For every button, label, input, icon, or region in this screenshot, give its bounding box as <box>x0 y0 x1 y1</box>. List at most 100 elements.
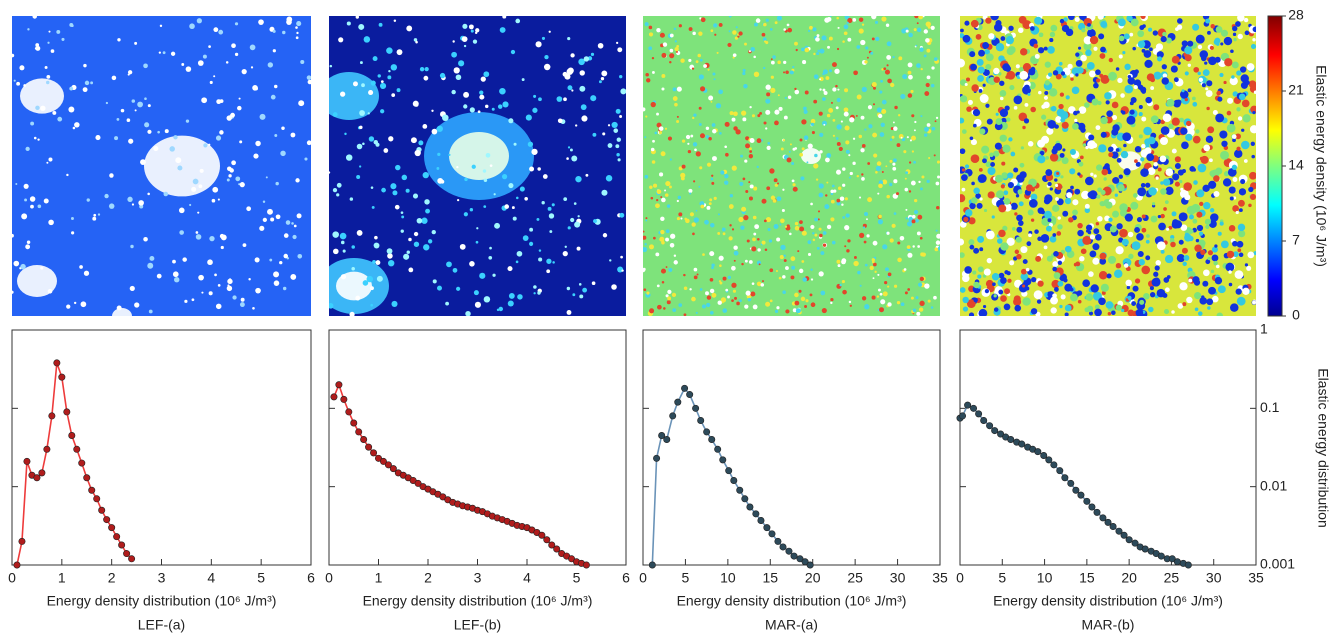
heatmap-speck <box>999 96 1004 101</box>
heatmap-speck <box>332 112 338 117</box>
heatmap-speck <box>696 273 699 276</box>
heatmap-speck <box>987 191 995 199</box>
heatmap-speck <box>837 26 840 29</box>
heatmap-speck <box>427 239 433 244</box>
data-point <box>669 412 677 420</box>
heatmap-speck <box>1162 178 1171 186</box>
heatmap-speck <box>744 259 748 263</box>
heatmap-speck <box>919 300 925 306</box>
heatmap-speck <box>1019 67 1024 72</box>
heatmap-speck <box>924 126 929 132</box>
heatmap-speck <box>684 217 688 221</box>
data-point <box>414 479 422 487</box>
heatmap-speck <box>1163 207 1167 211</box>
heatmap-speck <box>785 70 789 75</box>
heatmap-speck <box>695 311 698 314</box>
heatmap-speck <box>660 196 663 199</box>
heatmap-speck <box>1140 16 1146 19</box>
heatmap-speck <box>1033 290 1043 300</box>
heatmap-speck <box>977 174 987 183</box>
heatmap-speck <box>240 297 245 302</box>
heatmap-speck <box>842 183 846 187</box>
heatmap-speck <box>1146 234 1150 238</box>
heatmap-speck <box>620 88 626 95</box>
heatmap-speck <box>192 178 199 185</box>
y-tick-label: 1 <box>1260 321 1268 337</box>
heatmap-speck <box>525 114 532 121</box>
heatmap-speck <box>777 94 780 97</box>
heatmap-speck <box>372 259 376 264</box>
heatmap-speck <box>1012 226 1016 231</box>
heatmap-speck <box>611 284 617 290</box>
heatmap-speck <box>1237 199 1245 207</box>
heatmap-speck <box>415 40 418 44</box>
heatmap-speck <box>977 66 985 74</box>
heatmap-speck <box>479 94 485 100</box>
heatmap-speck <box>678 166 683 171</box>
heatmap-speck <box>665 180 671 187</box>
data-point <box>741 495 749 503</box>
heatmap-speck <box>687 149 692 154</box>
heatmap-speck <box>1038 90 1042 95</box>
heatmap-speck <box>1097 187 1102 193</box>
heatmap-speck <box>1016 253 1022 260</box>
heatmap-speck <box>728 16 732 18</box>
colorbar-tick-label: 7 <box>1292 232 1300 248</box>
data-point <box>991 427 999 435</box>
heatmap-speck <box>1114 272 1121 278</box>
heatmap-speck <box>907 252 913 258</box>
heatmap-speck <box>772 55 776 59</box>
heatmap-speck <box>515 196 519 200</box>
heatmap-speck <box>786 157 792 163</box>
heatmap-speck <box>1037 155 1046 164</box>
heatmap-speck <box>1098 270 1108 280</box>
heatmap-speck <box>1192 101 1198 107</box>
heatmap-speck <box>127 196 133 203</box>
heatmap-speck <box>748 147 752 151</box>
heatmap-speck <box>1223 80 1227 85</box>
colorbar-tick-label: 14 <box>1288 157 1304 173</box>
heatmap-speck <box>377 74 381 78</box>
heatmap-speck <box>919 236 923 240</box>
heatmap-speck <box>1010 151 1016 157</box>
heatmap-speck <box>878 113 883 119</box>
heatmap-speck <box>886 54 892 60</box>
heatmap-speck <box>1168 123 1174 129</box>
heatmap-speck <box>1129 32 1134 37</box>
heatmap-speck <box>914 16 919 19</box>
heatmap-speck <box>864 263 868 267</box>
heatmap-speck <box>1174 181 1180 187</box>
heatmap-speck <box>866 218 868 221</box>
heatmap-speck <box>978 308 988 316</box>
heatmap-speck <box>1007 172 1014 179</box>
heatmap-speck <box>1199 297 1207 305</box>
heatmap-speck <box>1072 199 1079 206</box>
heatmap-speck <box>841 203 844 206</box>
heatmap-speck <box>254 257 260 263</box>
heatmap-speck <box>12 53 15 58</box>
heatmap-speck <box>711 263 715 267</box>
heatmap-speck <box>1215 113 1225 123</box>
heatmap-speck <box>1067 16 1075 21</box>
heatmap-speck <box>296 213 302 219</box>
heatmap-speck <box>400 211 404 214</box>
heatmap-speck <box>818 111 823 116</box>
x-tick-label: 15 <box>762 570 778 586</box>
heatmap-speck <box>394 204 400 210</box>
heatmap-speck <box>250 66 254 69</box>
heatmap-speck <box>659 172 664 177</box>
heatmap-speck <box>893 179 898 184</box>
heatmap-speck <box>967 99 973 105</box>
heatmap-speck <box>713 196 717 200</box>
heatmap-speck <box>148 309 153 314</box>
heatmap-speck <box>69 86 74 91</box>
heatmap-speck <box>128 138 134 144</box>
heatmap-speck <box>431 128 438 135</box>
heatmap-speck <box>727 295 730 299</box>
heatmap-speck <box>1177 18 1183 24</box>
heatmap-speck <box>753 71 760 77</box>
heatmap-speck <box>754 22 758 27</box>
heatmap-speck <box>416 217 423 224</box>
x-tick-label: 5 <box>998 570 1006 586</box>
heatmap-speck <box>578 58 585 66</box>
